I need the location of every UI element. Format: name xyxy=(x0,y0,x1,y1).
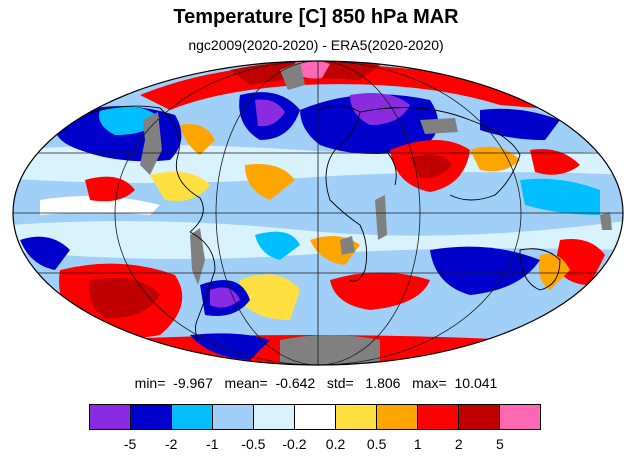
coastlines xyxy=(59,105,561,341)
colorbar-swatch xyxy=(500,405,540,429)
global-temperature-map xyxy=(12,60,624,366)
colorbar xyxy=(89,404,541,430)
statistics-line: min= -9.967 mean= -0.642 std= 1.806 max=… xyxy=(134,375,498,391)
colorbar-swatch xyxy=(336,405,377,429)
colorbar-tick-label: -5 xyxy=(123,436,137,452)
colorbar-swatch xyxy=(254,405,295,429)
colorbar-tick-label: -0.5 xyxy=(241,436,266,452)
colorbar-swatch xyxy=(90,405,131,429)
colorbar-ticks: -5 -2 -1 -0.5 -0.2 0.2 0.5 1 2 5 xyxy=(89,436,541,456)
colorbar-tick-label: -0.2 xyxy=(282,436,307,452)
colorbar-tick-label: 5 xyxy=(496,436,504,452)
graticule xyxy=(13,61,623,365)
colorbar-swatch xyxy=(418,405,459,429)
colorbar-swatch xyxy=(459,405,500,429)
globe-outline xyxy=(12,60,624,366)
colorbar-tick-label: 0.2 xyxy=(325,436,346,452)
colorbar-tick-label: 0.5 xyxy=(366,436,387,452)
map-subtitle: ngc2009(2020-2020) - ERA5(2020-2020) xyxy=(188,37,444,53)
map-title: Temperature [C] 850 hPa MAR xyxy=(173,6,459,28)
colorbar-tick-label: 1 xyxy=(413,436,422,452)
colorbar-swatch xyxy=(295,405,336,429)
colorbar-tick-label: -1 xyxy=(206,436,219,452)
colorbar-swatch xyxy=(377,405,418,429)
colorbar-tick-label: -2 xyxy=(164,436,178,452)
colorbar-swatch xyxy=(172,405,213,429)
colorbar-swatch xyxy=(213,405,254,429)
colorbar-swatch xyxy=(131,405,172,429)
colorbar-tick-label: 2 xyxy=(454,436,463,452)
